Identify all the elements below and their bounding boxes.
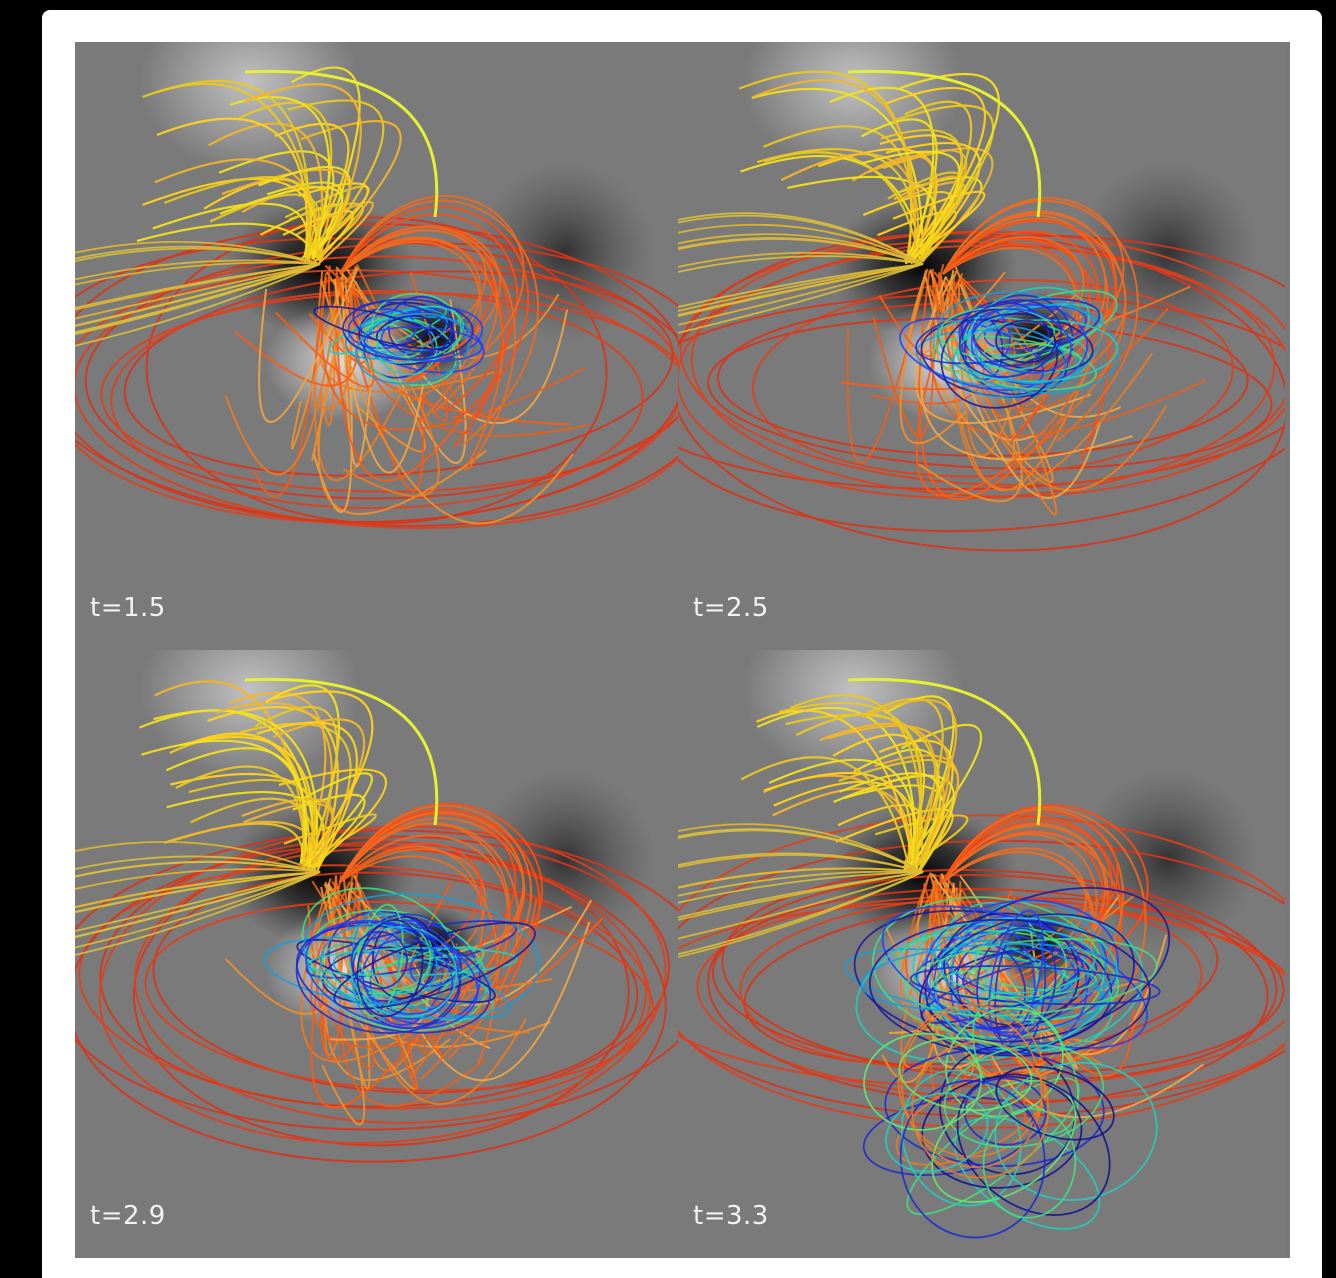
time-label: t=3.3 [693,1201,769,1231]
time-label: t=1.5 [90,593,166,623]
panel: t=3.3 [639,600,1336,1258]
panel: t=1.5 [21,0,717,650]
panel: t=2.5 [624,0,1336,650]
panel: t=2.9 [49,600,714,1258]
time-label: t=2.9 [90,1201,166,1231]
time-label: t=2.5 [693,593,769,623]
panels: t=1.5 t=2.5 t=2.9 t=3.3 [21,0,1336,1258]
figure-viewer: t=1.5 t=2.5 t=2.9 t=3.3 [0,0,1336,1278]
